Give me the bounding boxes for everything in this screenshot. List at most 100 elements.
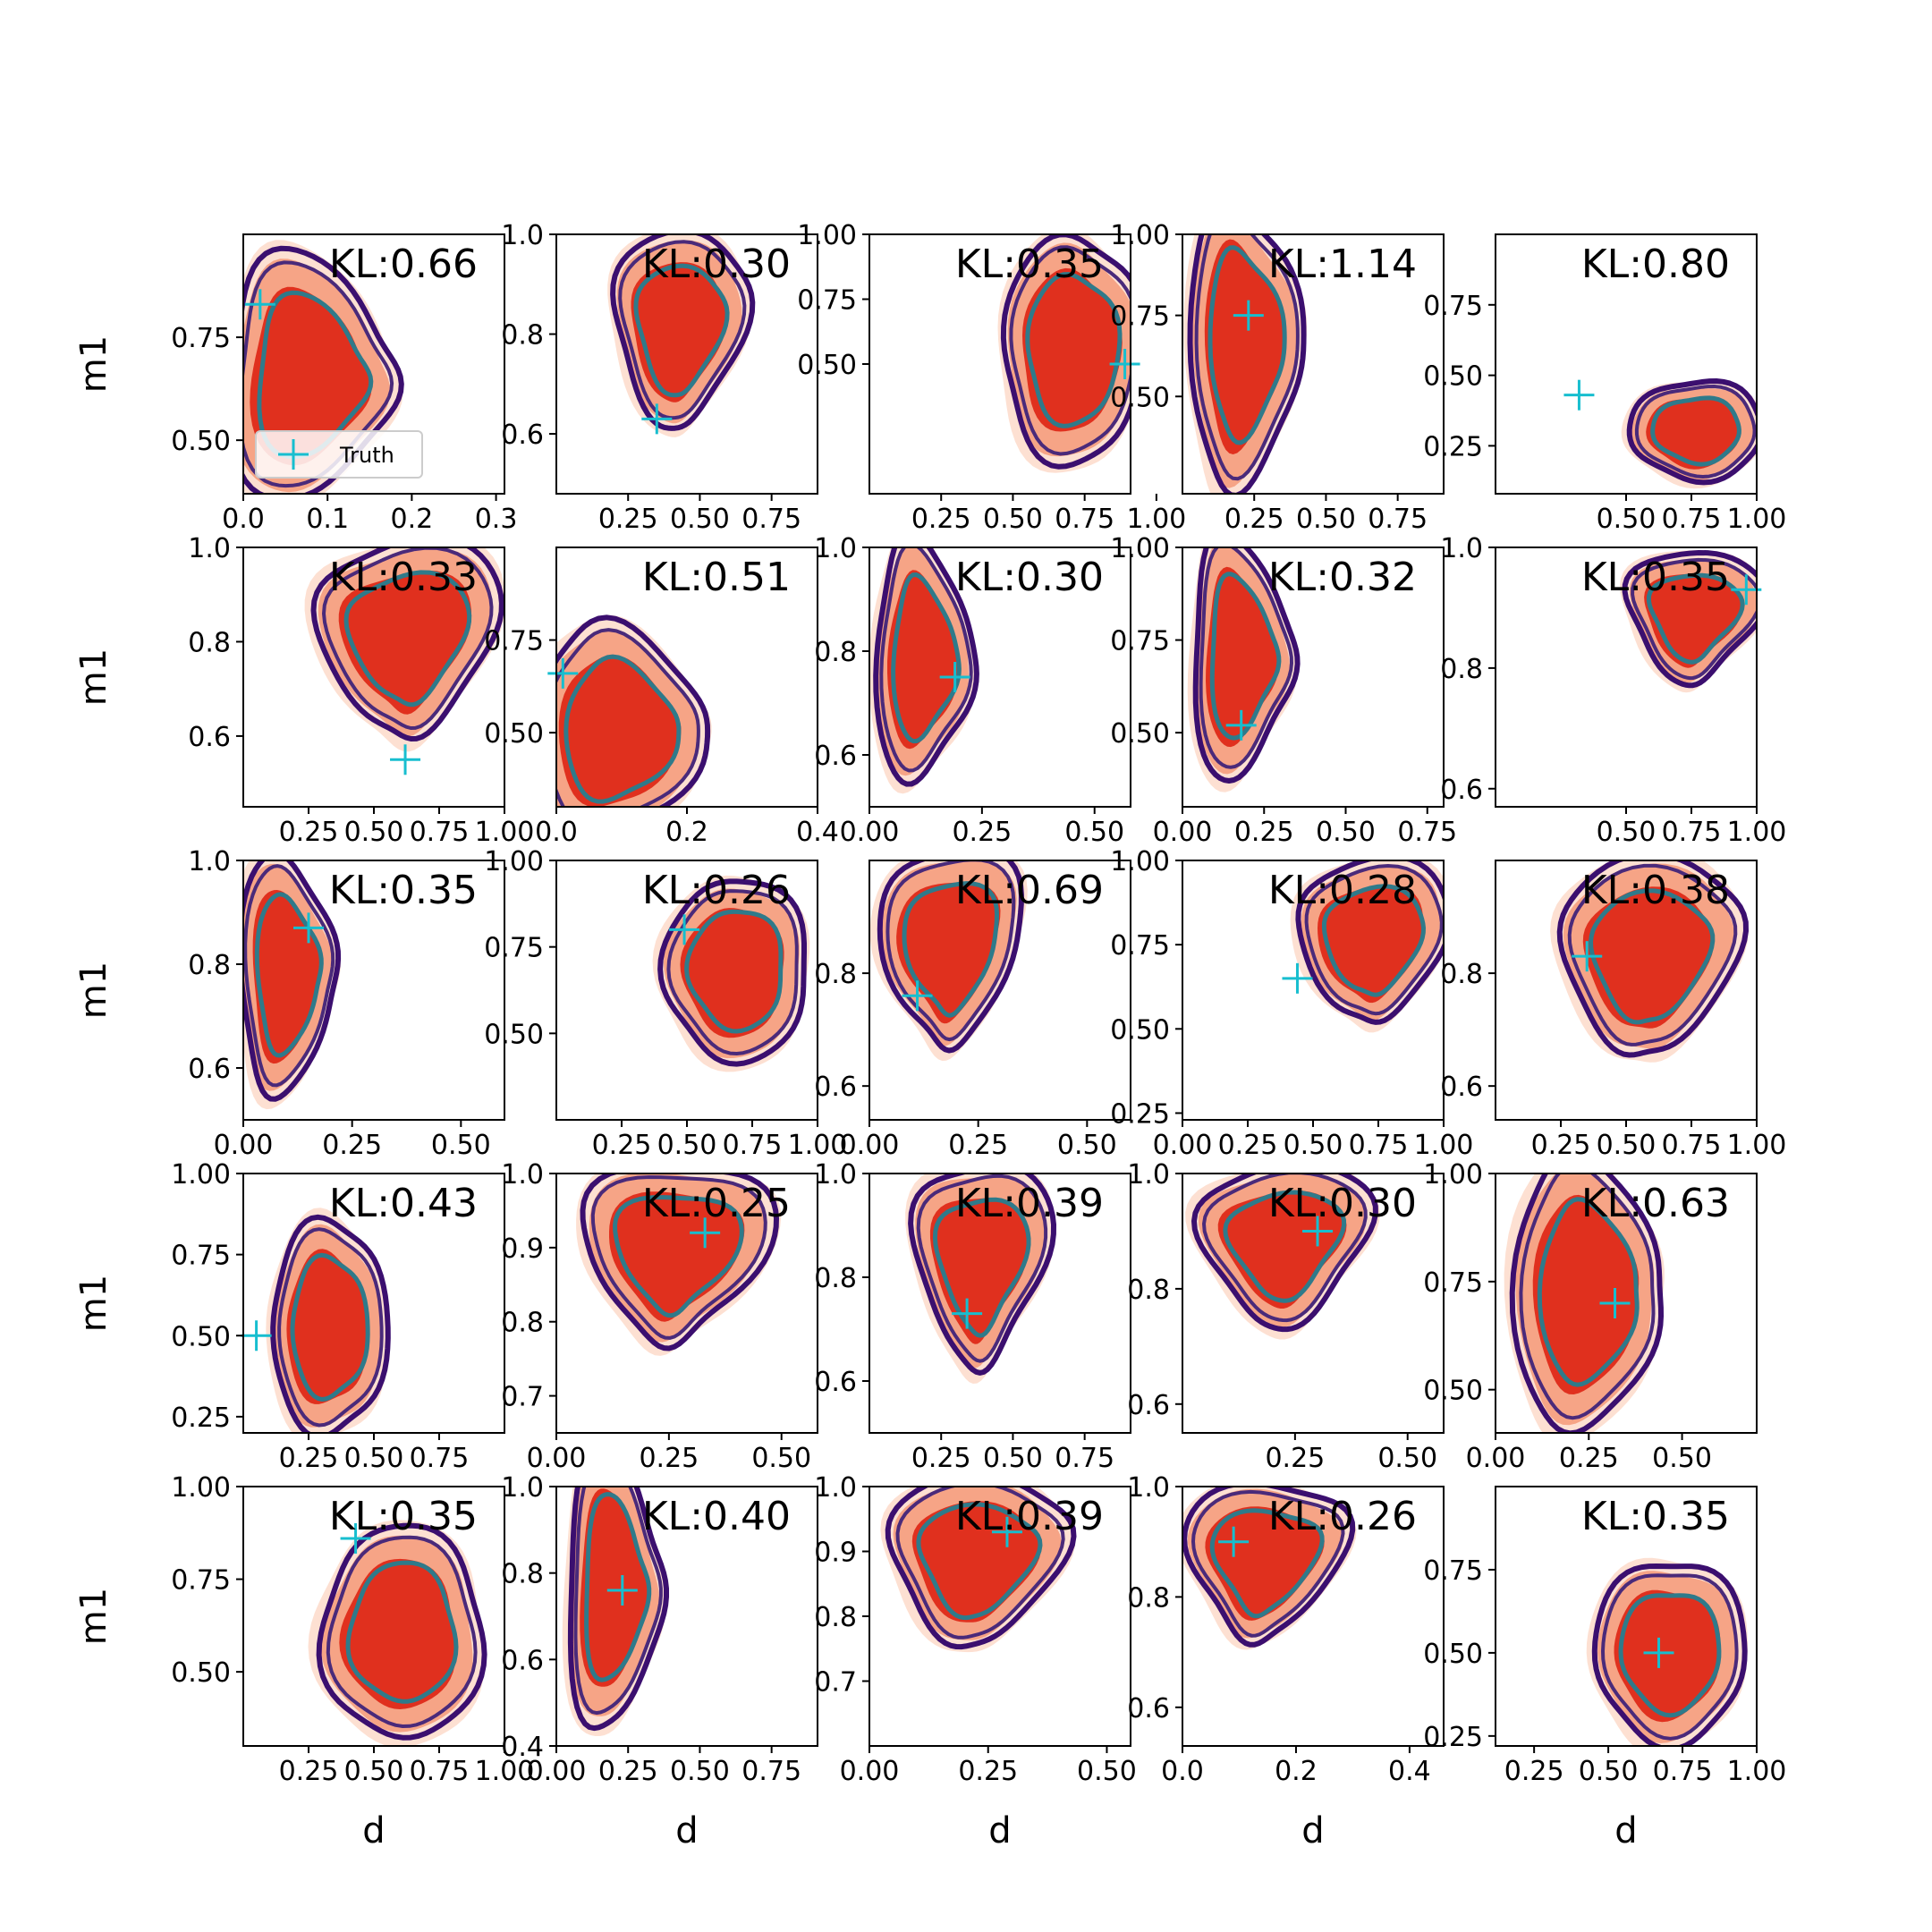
y-tick-label: 1.0: [1127, 1159, 1170, 1191]
kl-label: KL:0.30: [1268, 1181, 1417, 1226]
x-tick-label: 0.50: [1652, 1443, 1712, 1474]
density-fill-core: [1614, 1589, 1721, 1723]
contour-inner: [1618, 1593, 1722, 1718]
contour-inner: [684, 909, 784, 1034]
x-tick-label: 0.50: [670, 1756, 730, 1787]
truth-marker: [293, 912, 324, 944]
contour-mid: [1631, 557, 1757, 681]
density-layer: [1185, 1174, 1380, 1340]
y-tick-label: 1.00: [484, 846, 544, 877]
x-tick-label: 0.75: [410, 817, 470, 848]
x-tick-label: 0.75: [1397, 817, 1457, 848]
x-tick-label: 0.2: [391, 504, 434, 535]
contour-outer: [873, 547, 979, 787]
contour-inner: [1025, 272, 1123, 428]
x-tick-label: 0.2: [665, 817, 708, 848]
panel-14: 0.00 0.25 0.50 0.75 1.000.250.500.751.00KL:0…: [1110, 846, 1473, 1161]
truth-marker: [1233, 300, 1264, 331]
contour-mid: [1601, 1573, 1739, 1741]
panel-15: 0.25 0.50 0.75 1.00 0.6 0.8 KL:0.38: [1440, 860, 1786, 1161]
truth-marker: [1218, 1526, 1250, 1557]
x-tick-label: 0.25: [322, 1130, 382, 1161]
legend: Truth: [255, 430, 423, 479]
y-tick-label: 0.8: [814, 1263, 857, 1294]
density-layer: [556, 614, 712, 807]
y-tick-label: 0.6: [1127, 1390, 1170, 1421]
kl-label: KL:0.35: [955, 242, 1104, 287]
contour-outer: [908, 1174, 1056, 1376]
x-tick-label: 1.00: [475, 817, 535, 848]
x-tick-label: 1.00: [788, 1130, 848, 1161]
x-tick-label: 0.25: [279, 817, 339, 848]
truth-marker: [244, 289, 275, 320]
x-tick-label: 0.25: [1224, 504, 1284, 535]
truth-marker: [1599, 1288, 1631, 1318]
x-tick-label: 0.50: [1377, 1443, 1437, 1474]
x-tick-label: 0.25: [1504, 1756, 1564, 1787]
contour-outer: [567, 1487, 669, 1732]
y-tick-label: 1.0: [188, 533, 231, 564]
contour-mid: [1194, 234, 1300, 481]
truth-marker: [1282, 962, 1313, 994]
truth-marker: [669, 914, 700, 945]
x-tick-label: 0.00: [527, 1756, 587, 1787]
kl-label: KL:0.63: [1581, 1181, 1730, 1226]
x-tick-label: 0.2: [1275, 1756, 1318, 1787]
x-tick-label: 0.25: [1559, 1443, 1619, 1474]
y-tick-label: 0.75: [484, 626, 544, 657]
density-layer: [562, 1487, 669, 1736]
y-tick-label: 0.50: [484, 718, 544, 750]
density-fill-core: [286, 1249, 369, 1404]
contour-outer: [1182, 1487, 1356, 1648]
x-tick-label: 0.25: [279, 1443, 339, 1474]
truth-marker: [606, 1575, 638, 1606]
density-layer: [1621, 378, 1757, 489]
x-tick-label: 0.25: [1234, 817, 1294, 848]
kl-label: KL:0.35: [1581, 555, 1730, 600]
x-tick-label: 0.25: [592, 1130, 652, 1161]
kl-label: KL:0.43: [329, 1181, 478, 1226]
y-tick-label: 0.75: [1423, 1555, 1483, 1587]
x-tick-label: 0.4: [1388, 1756, 1431, 1787]
y-axis-label: m1: [73, 648, 114, 706]
kl-label: KL:0.35: [329, 868, 478, 913]
contour-inner: [343, 570, 472, 708]
contour-mid: [1009, 245, 1131, 456]
contour-mid: [886, 860, 1016, 1042]
kl-label: KL:0.51: [642, 555, 791, 600]
panel-1: 0.0 0.1 0.2 0.3 0.50 0.75 KL:0.66 Truth: [171, 233, 517, 535]
y-tick-label: 0.8: [188, 627, 231, 658]
density-layer: [607, 234, 756, 437]
x-tick-label: 0.0: [1161, 1756, 1204, 1787]
contour-outer: [1192, 547, 1301, 784]
y-tick-label: 0.8: [501, 1308, 544, 1339]
y-tick-label: 0.8: [1127, 1582, 1170, 1614]
y-tick-label: 0.50: [171, 1657, 231, 1689]
y-tick-label: 0.6: [1440, 1072, 1483, 1103]
kl-label: KL:0.30: [955, 555, 1104, 600]
x-tick-label: 1.00: [1727, 1756, 1787, 1787]
y-tick-label: 1.00: [171, 1159, 231, 1191]
contour-inner: [1209, 1508, 1325, 1619]
y-tick-label: 0.75: [1423, 1267, 1483, 1299]
contour-mid: [1567, 863, 1738, 1046]
x-tick-label: 0.00: [1466, 1443, 1526, 1474]
contour-outer: [657, 878, 807, 1067]
x-tick-label: 0.25: [639, 1443, 699, 1474]
y-tick-label: 0.25: [1110, 1098, 1170, 1130]
x-tick-label: 0.75: [1349, 1130, 1409, 1161]
contour-inner: [613, 1195, 744, 1318]
density-fill-core: [887, 570, 958, 750]
truth-marker: [1572, 941, 1603, 972]
figure-labels: m1 m1 m1 m1 m1 d d d d d: [73, 335, 1638, 1852]
x-axis-label: d: [1301, 1810, 1324, 1852]
x-tick-label: 0.75: [741, 1756, 801, 1787]
x-tick-label: 0.25: [598, 1756, 658, 1787]
density-layer: [266, 1208, 391, 1433]
contour-inner: [290, 1252, 370, 1402]
x-axis-label: d: [362, 1810, 385, 1852]
x-tick-label: 0.00: [840, 1756, 900, 1787]
x-tick-label: 1.00: [1414, 1130, 1474, 1161]
y-tick-label: 0.6: [1440, 775, 1483, 806]
